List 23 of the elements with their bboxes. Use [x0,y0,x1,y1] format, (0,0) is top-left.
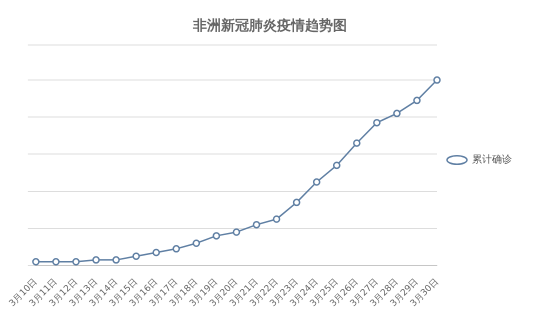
point [52,258,60,266]
point [132,252,140,260]
point [32,258,40,266]
point [232,228,240,236]
point [413,96,421,104]
point [112,256,120,264]
point [212,232,220,240]
point [332,162,340,170]
point [172,245,180,253]
point [152,248,160,256]
point [272,215,280,223]
chart-title: 非洲新冠肺炎疫情趋势图 [192,17,347,34]
point [433,76,441,84]
point [252,220,260,228]
point [393,110,401,118]
point [353,139,361,147]
point [72,258,80,266]
point [92,256,100,264]
point [312,178,320,186]
point [192,239,200,247]
point [373,118,381,126]
point [292,198,300,206]
legend-label: 累计确诊 [472,154,512,166]
